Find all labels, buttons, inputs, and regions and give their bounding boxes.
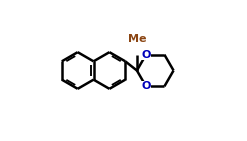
Text: O: O xyxy=(141,81,151,91)
Text: O: O xyxy=(141,50,151,60)
Text: Me: Me xyxy=(128,34,146,44)
